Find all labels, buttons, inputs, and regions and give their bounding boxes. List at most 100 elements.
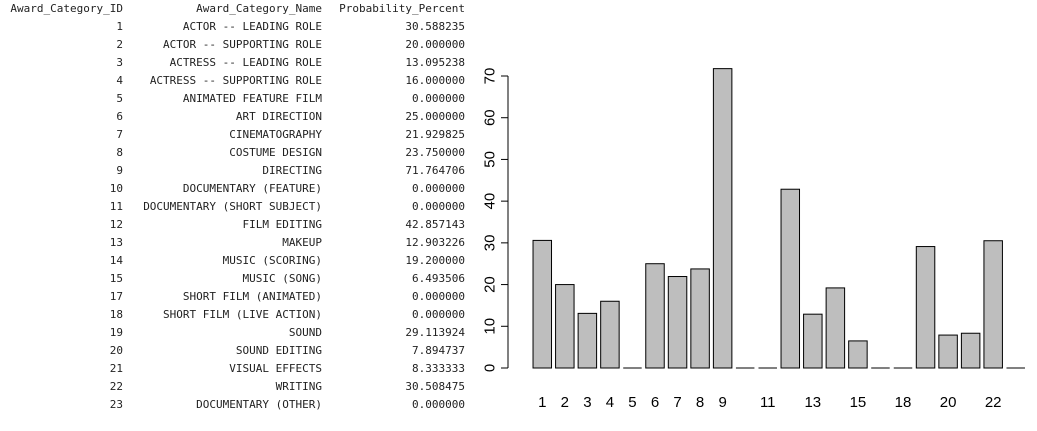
cell-id: 5 <box>116 92 123 105</box>
y-tick-label: 20 <box>482 276 499 293</box>
bar-8 <box>690 268 710 369</box>
y-tick-label: 30 <box>482 235 499 252</box>
x-tick-label: 8 <box>696 394 704 411</box>
cell-probability: 71.764706 <box>405 164 465 177</box>
cell-probability: 7.894737 <box>412 344 465 357</box>
bar-7 <box>667 276 688 369</box>
cell-probability: 16.000000 <box>405 74 465 87</box>
cell-probability: 12.903226 <box>405 236 465 249</box>
cell-id: 14 <box>109 254 123 267</box>
cell-probability: 0.000000 <box>412 308 465 321</box>
cell-id: 18 <box>109 308 123 321</box>
cell-id: 12 <box>109 218 123 231</box>
cell-id: 4 <box>116 74 123 87</box>
cell-name: ACTRESS -- LEADING ROLE <box>169 56 322 69</box>
header-probability: Probability_Percent <box>339 2 465 15</box>
x-tick-label: 11 <box>760 394 776 411</box>
cell-name: MUSIC (SCORING) <box>222 254 322 267</box>
cell-id: 2 <box>116 38 123 51</box>
bar-19 <box>915 246 936 369</box>
bar-21 <box>960 332 981 369</box>
bar-4 <box>600 300 620 369</box>
x-tick-label: 20 <box>940 394 957 411</box>
x-tick-label: 7 <box>673 394 681 411</box>
cell-probability: 8.333333 <box>412 362 465 375</box>
cell-id: 10 <box>109 182 123 195</box>
cell-id: 3 <box>116 56 123 69</box>
cell-probability: 42.857143 <box>405 218 465 231</box>
cell-name: MUSIC (SONG) <box>242 272 322 285</box>
cell-name: ART DIRECTION <box>235 110 322 123</box>
cell-name: ANIMATED FEATURE FILM <box>182 92 322 105</box>
x-tick-label: 3 <box>583 394 591 411</box>
x-tick-label: 1 <box>538 394 546 411</box>
cell-probability: 0.000000 <box>412 92 465 105</box>
x-tick-label: 4 <box>606 394 614 411</box>
cell-id: 6 <box>116 110 123 123</box>
cell-name: CINEMATOGRAPHY <box>229 128 322 141</box>
cell-id: 23 <box>109 398 123 411</box>
cell-probability: 30.508475 <box>405 380 465 393</box>
cell-name: COSTUME DESIGN <box>229 146 322 159</box>
cell-id: 20 <box>109 344 123 357</box>
cell-probability: 13.095238 <box>405 56 465 69</box>
cell-name: SHORT FILM (LIVE ACTION) <box>163 308 322 321</box>
cell-name: DOCUMENTARY (FEATURE) <box>182 182 322 195</box>
cell-id: 8 <box>116 146 123 159</box>
cell-id: 22 <box>109 380 123 393</box>
cell-probability: 29.113924 <box>405 326 465 339</box>
cell-probability: 6.493506 <box>412 272 465 285</box>
bar-2 <box>555 284 575 369</box>
cell-name: WRITING <box>275 380 322 393</box>
cell-id: 7 <box>116 128 123 141</box>
cell-probability: 0.000000 <box>412 200 465 213</box>
header-id: Award_Category_ID <box>10 2 123 15</box>
cell-probability: 0.000000 <box>412 398 465 411</box>
cell-probability: 21.929825 <box>405 128 465 141</box>
cell-name: ACTOR -- LEADING ROLE <box>182 20 322 33</box>
cell-name: DIRECTING <box>262 164 322 177</box>
cell-name: VISUAL EFFECTS <box>229 362 322 375</box>
cell-name: ACTRESS -- SUPPORTING ROLE <box>149 74 322 87</box>
y-tick-label: 60 <box>482 109 499 126</box>
cell-id: 13 <box>109 236 123 249</box>
y-tick-label: 40 <box>482 193 499 210</box>
cell-probability: 30.588235 <box>405 20 465 33</box>
x-tick-label: 15 <box>850 394 867 411</box>
bar-9 <box>712 68 733 369</box>
cell-name: SOUND EDITING <box>235 344 322 357</box>
cell-name: ACTOR -- SUPPORTING ROLE <box>163 38 322 51</box>
bar-14 <box>825 287 846 369</box>
x-tick-label: 18 <box>895 394 912 411</box>
x-axis-labels: 1 2 3 4 5 6 7 8 9 11 13 15 18 20 22 <box>538 394 1001 411</box>
cell-name: SOUND <box>288 326 322 339</box>
cell-name: SHORT FILM (ANIMATED) <box>182 290 322 303</box>
cell-probability: 20.000000 <box>405 38 465 51</box>
x-tick-label: 6 <box>651 394 659 411</box>
bars <box>532 68 1025 369</box>
cell-id: 15 <box>109 272 123 285</box>
y-tick-label: 70 <box>482 68 499 85</box>
bar-12 <box>780 188 801 369</box>
x-tick-label: 13 <box>804 394 821 411</box>
y-tick-label: 50 <box>482 151 499 168</box>
cell-name: DOCUMENTARY (SHORT SUBJECT) <box>143 200 322 213</box>
cell-id: 19 <box>109 326 123 339</box>
header-name: Award_Category_Name <box>196 2 322 15</box>
bar-13 <box>803 313 823 369</box>
x-tick-label: 5 <box>628 394 636 411</box>
cell-name: MAKEUP <box>282 236 322 249</box>
cell-name: FILM EDITING <box>242 218 322 231</box>
cell-id: 17 <box>109 290 123 303</box>
cell-id: 9 <box>116 164 123 177</box>
cell-probability: 0.000000 <box>412 290 465 303</box>
cell-probability: 0.000000 <box>412 182 465 195</box>
x-tick-label: 22 <box>985 394 1002 411</box>
bar-6 <box>645 263 665 369</box>
x-tick-label: 9 <box>718 394 726 411</box>
cell-id: 1 <box>116 20 123 33</box>
y-tick-label: 0 <box>482 364 499 372</box>
bar-22 <box>983 240 1003 369</box>
cell-name: DOCUMENTARY (OTHER) <box>196 398 322 411</box>
